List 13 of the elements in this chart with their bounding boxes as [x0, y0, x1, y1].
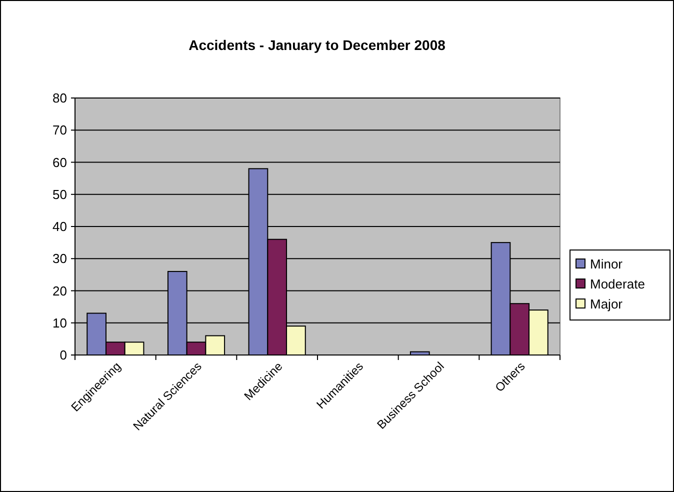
- y-tick-label: 40: [52, 219, 67, 234]
- legend-label: Moderate: [590, 276, 645, 292]
- y-tick-label: 70: [52, 122, 67, 138]
- y-tick-label: 20: [52, 283, 67, 298]
- legend-label: Minor: [590, 256, 624, 272]
- y-tick-label: 10: [52, 315, 67, 330]
- y-tick-label: 80: [52, 90, 67, 106]
- chart-title: Accidents - January to December 2008: [188, 37, 446, 53]
- y-tick-label: 30: [52, 251, 67, 266]
- y-tick-label: 50: [52, 186, 67, 202]
- y-tick-label: 0: [60, 348, 67, 363]
- y-tick-label: 60: [52, 154, 67, 170]
- legend-label: Major: [590, 296, 624, 312]
